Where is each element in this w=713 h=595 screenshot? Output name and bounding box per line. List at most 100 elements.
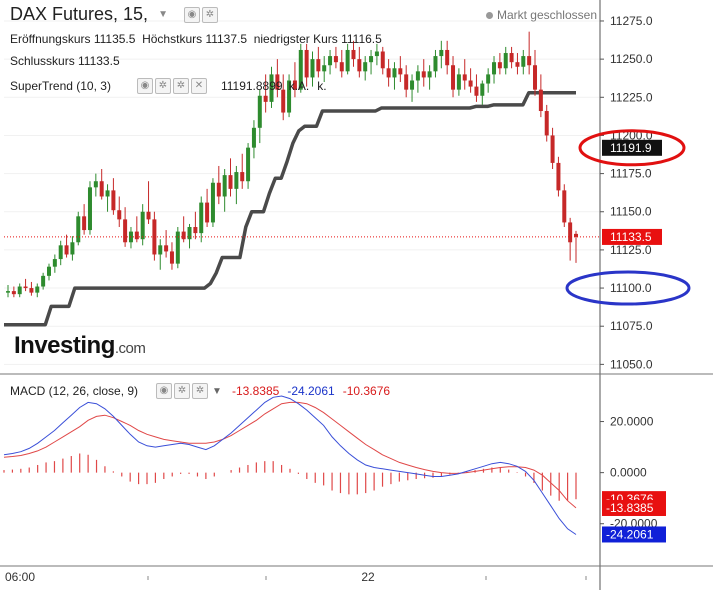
candle-body xyxy=(533,65,538,90)
candle-body xyxy=(421,71,426,78)
candle-body xyxy=(257,95,262,128)
gear-icon[interactable]: ✲ xyxy=(172,78,189,94)
eye-icon[interactable]: ◉ xyxy=(183,6,200,23)
candle-body xyxy=(550,135,555,163)
candle-body xyxy=(556,162,561,191)
candle-body xyxy=(574,233,578,237)
macd-value-tag xyxy=(602,499,666,516)
candle-body xyxy=(503,53,508,69)
candle-body xyxy=(339,62,344,72)
candle-body xyxy=(275,74,280,90)
candle-body xyxy=(117,210,122,220)
chevron-down-icon[interactable]: ▼ xyxy=(158,9,168,20)
candle-body xyxy=(363,62,368,72)
indicator-value: 11191.8899 xyxy=(220,79,283,93)
candle-body xyxy=(521,56,526,67)
price-tick-label: 11100.0 xyxy=(610,281,652,295)
candle-body xyxy=(228,175,233,189)
candle-body xyxy=(35,286,40,293)
candle-body xyxy=(251,127,256,148)
low-label: niedrigster Kurs 11116.5 xyxy=(253,32,382,46)
indicator-name[interactable]: SuperTrend (10, 3) xyxy=(10,79,111,93)
candle-body xyxy=(269,74,274,102)
last-price-tag xyxy=(602,228,662,245)
price-tick-label: 11175.0 xyxy=(610,167,652,181)
indicator-legend: SuperTrend (10, 3) ◉ ✲ ✲ ✕ 11191.8899 k.… xyxy=(10,78,327,94)
candle-body xyxy=(99,181,104,197)
macd-line xyxy=(3,395,577,535)
market-status: Markt geschlossen xyxy=(485,8,597,22)
candle-body xyxy=(439,49,444,57)
candle-body xyxy=(123,219,128,243)
eye-icon[interactable]: ◉ xyxy=(136,78,153,94)
candle-body xyxy=(111,190,116,211)
price-tick-label: 11275.0 xyxy=(610,14,653,28)
gear-icon[interactable]: ✲ xyxy=(192,383,209,399)
candle-body xyxy=(193,227,198,234)
candle-body xyxy=(134,231,139,240)
candle-body xyxy=(205,202,210,223)
macd-legend: MACD (12, 26, close, 9) ◉ ✲ ✲ ▼ -13.8385… xyxy=(10,383,390,399)
chevron-down-icon[interactable]: ▼ xyxy=(212,385,222,397)
candle-body xyxy=(287,80,292,113)
candle-body xyxy=(433,56,438,72)
high-label: Höchstkurs 11137.5 xyxy=(142,32,248,46)
candle-body xyxy=(328,56,333,66)
candle-body xyxy=(544,111,549,136)
gear-icon[interactable]: ✲ xyxy=(201,6,218,23)
candle-body xyxy=(456,74,461,90)
candle-body xyxy=(333,56,338,63)
candle-body xyxy=(140,211,145,240)
candle-body xyxy=(497,62,502,69)
close-icon[interactable]: ✕ xyxy=(190,78,207,94)
candle-body xyxy=(374,51,379,57)
investing-logo[interactable]: Investing.com xyxy=(14,332,146,360)
candle-body xyxy=(6,291,10,293)
last-price-tag-label: 11133.5 xyxy=(610,230,652,244)
red-ellipse-annotation xyxy=(578,129,686,167)
candle-body xyxy=(64,245,69,255)
chart-title[interactable]: DAX Futures, 15, xyxy=(10,4,149,24)
candle-body xyxy=(492,62,497,75)
ka-label-1: k.A. xyxy=(288,79,310,93)
blue-ellipse-annotation xyxy=(565,270,691,306)
candle-body xyxy=(93,181,98,188)
logo-text: Investing xyxy=(14,332,115,359)
gear-icon[interactable]: ✲ xyxy=(154,78,171,94)
candle-body xyxy=(480,83,485,96)
candle-body xyxy=(380,51,385,69)
candle-body xyxy=(415,71,420,81)
supertrend-line xyxy=(4,90,576,327)
candle-body xyxy=(404,74,409,90)
candle-body xyxy=(17,286,22,295)
candle-body xyxy=(345,49,350,72)
macd-value-2: -24.2061 xyxy=(287,384,335,398)
candle-body xyxy=(158,245,163,255)
candle-body xyxy=(445,49,450,66)
candle-body xyxy=(187,227,192,240)
macd-tick-label: 20.0000 xyxy=(610,415,654,429)
candle-body xyxy=(427,71,432,78)
candle-body xyxy=(23,286,28,289)
eye-icon[interactable]: ◉ xyxy=(156,383,173,399)
candle-body xyxy=(181,231,186,240)
macd-value-3: -10.3676 xyxy=(342,384,391,398)
candle-body xyxy=(515,62,520,67)
candle-body xyxy=(11,291,16,295)
logo-suffix: .com xyxy=(114,340,146,357)
candle-body xyxy=(410,80,415,90)
candle-body xyxy=(322,65,327,72)
candle-body xyxy=(164,245,169,252)
price-tick-label: 11075.0 xyxy=(610,319,653,333)
candle-body xyxy=(70,242,75,255)
candle-body xyxy=(486,74,491,84)
status-text: Markt geschlossen xyxy=(496,8,597,22)
candle-body xyxy=(468,80,473,87)
supertrend-tag xyxy=(602,139,662,156)
candle-body xyxy=(451,65,456,90)
candle-body xyxy=(105,190,110,197)
macd-name[interactable]: MACD (12, 26, close, 9) xyxy=(10,384,139,398)
gear-icon[interactable]: ✲ xyxy=(174,383,191,399)
price-tick-label: 11150.0 xyxy=(610,205,652,219)
